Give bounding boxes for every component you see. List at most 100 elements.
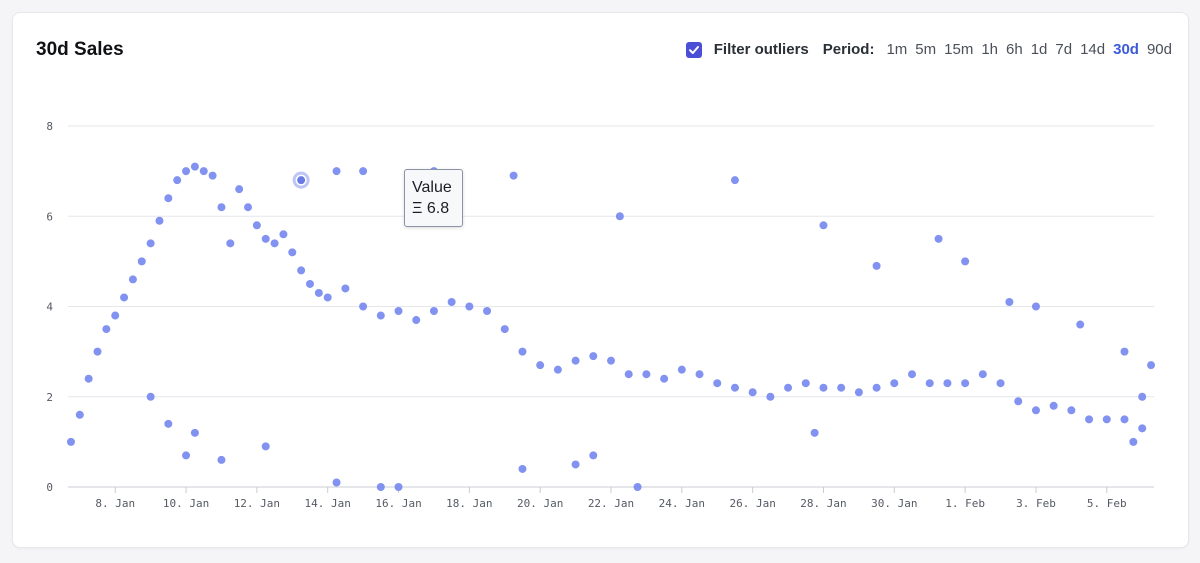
data-point[interactable] bbox=[1138, 424, 1147, 433]
data-point[interactable] bbox=[359, 302, 368, 311]
data-point[interactable] bbox=[695, 370, 704, 379]
data-point[interactable] bbox=[376, 311, 385, 320]
data-point[interactable] bbox=[509, 171, 518, 180]
period-option-6h[interactable]: 6h bbox=[1006, 41, 1023, 58]
data-point[interactable] bbox=[961, 257, 970, 266]
data-point[interactable] bbox=[323, 293, 332, 302]
data-point[interactable] bbox=[261, 234, 270, 243]
data-point[interactable] bbox=[1147, 361, 1156, 370]
period-option-7d[interactable]: 7d bbox=[1055, 41, 1073, 58]
data-point[interactable] bbox=[305, 279, 314, 288]
data-point[interactable] bbox=[217, 203, 226, 212]
data-point[interactable] bbox=[164, 419, 173, 428]
data-point[interactable] bbox=[314, 288, 323, 297]
data-point[interactable] bbox=[810, 428, 819, 437]
data-point[interactable] bbox=[217, 455, 226, 464]
data-point[interactable] bbox=[1049, 401, 1058, 410]
data-point[interactable] bbox=[1085, 415, 1094, 424]
data-point[interactable] bbox=[146, 239, 155, 248]
data-point[interactable] bbox=[84, 374, 93, 383]
data-point[interactable] bbox=[536, 361, 545, 370]
data-point[interactable] bbox=[190, 162, 199, 171]
data-point[interactable] bbox=[607, 356, 615, 365]
data-point[interactable] bbox=[677, 365, 686, 374]
data-point[interactable] bbox=[332, 167, 341, 176]
data-point[interactable] bbox=[571, 356, 580, 365]
data-point[interactable] bbox=[1014, 397, 1023, 406]
data-point[interactable] bbox=[943, 379, 952, 388]
data-point[interactable] bbox=[766, 392, 775, 401]
data-point[interactable] bbox=[819, 221, 828, 230]
data-point[interactable] bbox=[226, 239, 235, 248]
period-option-30d[interactable]: 30d bbox=[1113, 41, 1139, 58]
data-point[interactable] bbox=[182, 167, 191, 176]
data-point[interactable] bbox=[288, 248, 297, 257]
data-point[interactable] bbox=[447, 297, 456, 306]
highlighted-data-point[interactable] bbox=[296, 175, 307, 186]
period-option-5m[interactable]: 5m bbox=[915, 41, 937, 58]
period-option-15m[interactable]: 15m bbox=[944, 41, 974, 58]
data-point[interactable] bbox=[429, 307, 438, 316]
data-point[interactable] bbox=[146, 392, 155, 401]
data-point[interactable] bbox=[642, 370, 651, 379]
data-point[interactable] bbox=[589, 352, 598, 361]
data-point[interactable] bbox=[66, 437, 75, 446]
data-point[interactable] bbox=[279, 230, 288, 239]
data-point[interactable] bbox=[1102, 415, 1111, 424]
period-option-90d[interactable]: 90d bbox=[1146, 41, 1172, 58]
data-point[interactable] bbox=[297, 266, 306, 275]
period-option-1m[interactable]: 1m bbox=[886, 41, 908, 58]
data-point[interactable] bbox=[589, 451, 598, 460]
data-point[interactable] bbox=[1120, 347, 1129, 356]
period-option-1d[interactable]: 1d bbox=[1030, 41, 1048, 58]
data-point[interactable] bbox=[934, 234, 943, 243]
data-point[interactable] bbox=[890, 379, 899, 388]
data-point[interactable] bbox=[111, 311, 120, 320]
period-option-1h[interactable]: 1h bbox=[981, 41, 999, 58]
data-point[interactable] bbox=[801, 379, 810, 388]
data-point[interactable] bbox=[518, 347, 527, 356]
data-point[interactable] bbox=[660, 374, 669, 383]
data-point[interactable] bbox=[961, 379, 970, 388]
data-point[interactable] bbox=[270, 239, 279, 248]
data-point[interactable] bbox=[235, 185, 244, 194]
filter-outliers-checkbox[interactable] bbox=[685, 41, 702, 58]
data-point[interactable] bbox=[872, 261, 881, 270]
period-option-14d[interactable]: 14d bbox=[1080, 41, 1106, 58]
data-point[interactable] bbox=[128, 275, 137, 284]
data-point[interactable] bbox=[1129, 437, 1138, 446]
data-point[interactable] bbox=[1120, 415, 1129, 424]
data-point[interactable] bbox=[190, 428, 199, 437]
data-point[interactable] bbox=[730, 176, 739, 185]
data-point[interactable] bbox=[199, 167, 208, 176]
data-point[interactable] bbox=[1005, 297, 1014, 306]
data-point[interactable] bbox=[854, 388, 863, 397]
data-point[interactable] bbox=[633, 483, 642, 491]
data-point[interactable] bbox=[261, 442, 270, 451]
data-point[interactable] bbox=[553, 365, 562, 374]
data-point[interactable] bbox=[244, 203, 253, 212]
data-point[interactable] bbox=[1138, 392, 1147, 401]
data-point[interactable] bbox=[394, 483, 403, 491]
data-point[interactable] bbox=[359, 167, 368, 176]
data-point[interactable] bbox=[394, 307, 403, 316]
data-point[interactable] bbox=[173, 176, 182, 185]
data-point[interactable] bbox=[996, 379, 1005, 388]
data-point[interactable] bbox=[500, 325, 509, 334]
data-point[interactable] bbox=[155, 216, 164, 225]
data-point[interactable] bbox=[624, 370, 633, 379]
data-point[interactable] bbox=[730, 383, 739, 392]
data-point[interactable] bbox=[748, 388, 757, 397]
data-point[interactable] bbox=[483, 307, 492, 316]
data-point[interactable] bbox=[120, 293, 129, 302]
data-point[interactable] bbox=[102, 325, 111, 334]
data-point[interactable] bbox=[376, 483, 385, 491]
data-point[interactable] bbox=[571, 460, 580, 469]
data-point[interactable] bbox=[137, 257, 146, 266]
sales-scatter-chart[interactable]: 0 2 4 6 8 8. Jan 10. Jan 12. Jan 14. Jan 16. Jan 1… bbox=[13, 13, 1188, 547]
data-point[interactable] bbox=[978, 370, 987, 379]
data-point[interactable] bbox=[925, 379, 934, 388]
data-point[interactable] bbox=[208, 171, 217, 180]
data-point[interactable] bbox=[615, 212, 624, 221]
data-point[interactable] bbox=[784, 383, 793, 392]
